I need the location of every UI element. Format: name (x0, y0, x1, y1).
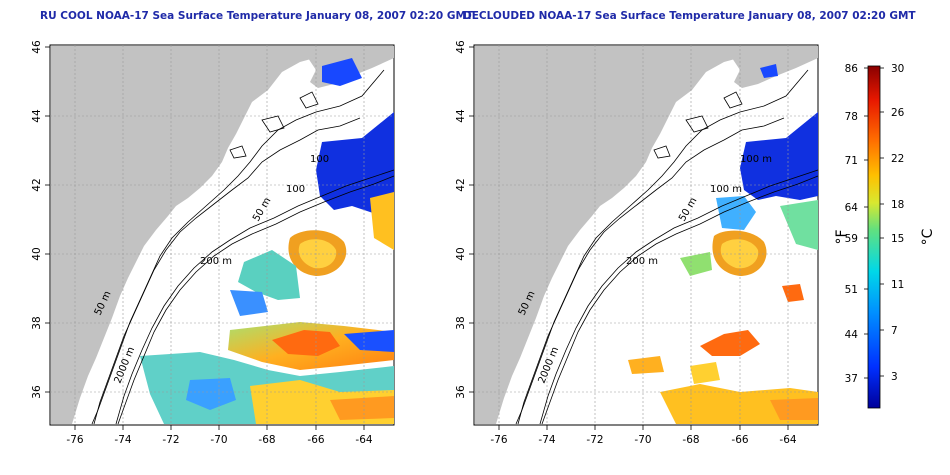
right-lat-tick: 38 (455, 316, 467, 329)
left-map-title: RU COOL NOAA-17 Sea Surface Temperature … (40, 10, 474, 22)
right-contour-label: 100 m (710, 184, 742, 195)
right-sst-cold-ne (760, 64, 778, 78)
left-sst-warm-top (370, 192, 394, 250)
left-contour-label: 100 (286, 184, 305, 195)
right-sst-cold-east (740, 112, 818, 200)
right-sst-green (680, 252, 712, 276)
right-lat-tick: 36 (455, 385, 467, 399)
right-lon-tick: -66 (731, 434, 748, 446)
left-sst-south-4 (330, 396, 394, 420)
colorbar-c-tick: 22 (891, 153, 904, 165)
right-sst-south-4 (690, 362, 720, 384)
right-sst-spot-1 (782, 284, 804, 302)
colorbar-c-unit: °C (920, 228, 936, 245)
colorbar-c-tick: 30 (891, 63, 904, 75)
right-map-title: DECLOUDED NOAA-17 Sea Surface Temperatur… (463, 10, 916, 22)
left-lat-tick: 38 (31, 316, 43, 329)
colorbar-f-tick: 37 (845, 373, 858, 385)
colorbar-c-tick: 3 (891, 371, 898, 383)
right-lat-tick: 44 (455, 109, 467, 123)
colorbar-f-tick: 64 (845, 202, 859, 214)
right-lon-tick: -68 (682, 434, 699, 446)
colorbar-c-tick: 11 (891, 279, 904, 291)
right-lon-tick: -64 (779, 434, 796, 446)
left-lon-tick: -72 (162, 434, 179, 446)
right-lon-tick: -74 (538, 434, 555, 446)
left-lon-tick: -76 (66, 434, 83, 446)
right-sst-south-1 (628, 356, 664, 374)
left-sst-eddy-inner (298, 239, 337, 269)
right-lat-tick: 42 (455, 178, 467, 191)
colorbar-f-tick: 44 (845, 329, 859, 341)
colorbar-f-tick: 86 (845, 63, 859, 75)
left-map: 200 m 100 100 50 m 50 m 2000 m -76 -74 -… (31, 40, 395, 446)
left-sst-mixed-2 (230, 290, 268, 316)
left-lat-tick: 42 (31, 178, 43, 191)
left-lat-tick: 46 (31, 40, 43, 54)
left-lon-tick: -68 (258, 434, 275, 446)
right-lon-tick: -76 (490, 434, 507, 446)
colorbar-f-tick: 71 (845, 155, 858, 167)
colorbar-f-tick: 78 (845, 111, 858, 123)
right-sst-mid-2 (780, 200, 818, 250)
right-sst-south-3 (770, 398, 818, 420)
left-lat-tick: 36 (31, 385, 43, 399)
left-sst-cold-ne (322, 58, 362, 86)
colorbar-f-tick: 59 (845, 233, 858, 245)
left-sst-south-3 (186, 378, 236, 410)
colorbar-f-unit: °F (834, 229, 850, 244)
right-lat-tick: 40 (455, 247, 467, 260)
left-sst-blue-strip (344, 330, 394, 352)
left-contour-label: 100 (310, 154, 329, 165)
right-land (475, 46, 746, 424)
colorbar: 86 78 71 64 59 51 44 37 30 26 22 18 15 1… (834, 63, 936, 409)
colorbar-c-tick: 7 (891, 325, 898, 337)
left-sst-stream-core (272, 330, 340, 356)
right-contour-label: 200 m (626, 256, 658, 267)
left-lat-tick: 40 (31, 247, 43, 260)
left-sst-cold-east (316, 112, 394, 214)
colorbar-c-tick: 26 (891, 107, 905, 119)
left-sst-mixed-1 (238, 250, 300, 300)
colorbar-f-tick: 51 (845, 284, 858, 296)
right-lat-tick: 46 (455, 40, 467, 54)
colorbar-c-tick: 18 (891, 199, 904, 211)
right-lon-tick: -72 (586, 434, 603, 446)
left-lon-tick: -70 (210, 434, 227, 446)
right-sst-stream (700, 330, 760, 356)
left-lat-tick: 44 (31, 109, 43, 123)
colorbar-c-tick: 15 (891, 233, 904, 245)
left-lon-tick: -74 (114, 434, 131, 446)
right-contour-label: 100 m (740, 154, 772, 165)
right-lon-tick: -70 (634, 434, 651, 446)
left-land (51, 46, 322, 424)
right-map: 200 m 100 m 100 m 50 m 50 m 2000 m -76 -… (455, 40, 819, 446)
colorbar-gradient (867, 65, 881, 409)
left-lon-tick: -66 (307, 434, 324, 446)
left-lon-tick: -64 (355, 434, 372, 446)
left-contour-label: 200 m (200, 256, 232, 267)
